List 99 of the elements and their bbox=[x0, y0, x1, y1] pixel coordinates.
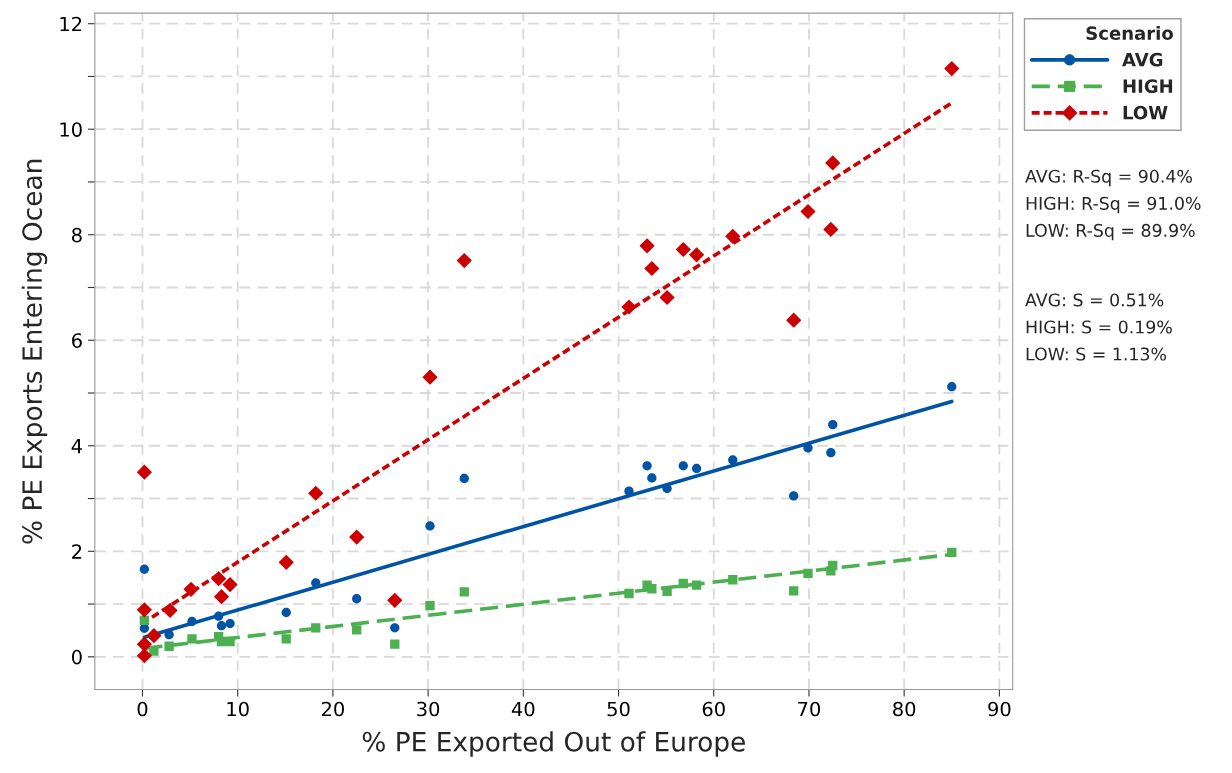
x-tick-label: 60 bbox=[702, 701, 725, 717]
text: AVG: S = 0.51% bbox=[1025, 293, 1164, 307]
point bbox=[390, 623, 400, 633]
point bbox=[642, 461, 652, 471]
legend-title: Scenario bbox=[1086, 26, 1173, 40]
point bbox=[803, 568, 813, 579]
point bbox=[136, 636, 152, 652]
point bbox=[691, 580, 702, 590]
x-tick-label: 30 bbox=[417, 701, 440, 717]
point bbox=[947, 547, 957, 557]
point bbox=[308, 485, 324, 501]
point bbox=[675, 241, 691, 258]
point bbox=[213, 611, 224, 621]
x-tick-label: 70 bbox=[798, 701, 821, 717]
text: LOW: R-Sq = 89.9% bbox=[1026, 223, 1195, 241]
point bbox=[278, 554, 294, 570]
legend-label: HIGH bbox=[1123, 79, 1173, 93]
y-tick-label: 12 bbox=[60, 16, 82, 32]
point bbox=[281, 634, 291, 644]
point bbox=[139, 564, 150, 574]
point bbox=[349, 529, 365, 545]
point bbox=[725, 228, 741, 244]
x-tick-label: 50 bbox=[607, 701, 630, 717]
x-tick-label: 10 bbox=[227, 701, 249, 717]
point bbox=[728, 455, 738, 465]
point bbox=[789, 586, 799, 596]
point bbox=[164, 641, 174, 651]
y-tick-label: 8 bbox=[72, 227, 82, 243]
point bbox=[825, 155, 841, 171]
point bbox=[225, 636, 235, 647]
point bbox=[456, 252, 472, 269]
point bbox=[352, 625, 362, 635]
x-tick-label: 90 bbox=[988, 701, 1011, 717]
point bbox=[803, 443, 813, 453]
point bbox=[187, 634, 197, 644]
point bbox=[624, 486, 634, 496]
point bbox=[691, 463, 702, 474]
point bbox=[425, 521, 435, 531]
x-tick-label: 0 bbox=[137, 701, 148, 717]
text: AVG: R-Sq = 90.4% bbox=[1025, 169, 1192, 187]
point bbox=[311, 623, 321, 633]
point bbox=[136, 602, 152, 618]
point bbox=[639, 238, 655, 254]
point bbox=[828, 560, 838, 571]
point bbox=[944, 60, 960, 77]
text: HIGH: R-Sq = 91.0% bbox=[1026, 196, 1201, 214]
point bbox=[786, 312, 802, 328]
x-axis-title: % PE Exported Out of Europe bbox=[362, 731, 745, 757]
point bbox=[216, 621, 227, 631]
point bbox=[459, 473, 469, 484]
point bbox=[688, 247, 705, 263]
point bbox=[222, 576, 238, 593]
point bbox=[659, 289, 675, 306]
point bbox=[728, 575, 738, 585]
point bbox=[311, 578, 321, 588]
point bbox=[828, 420, 838, 430]
point bbox=[281, 607, 291, 618]
point bbox=[662, 586, 672, 597]
point bbox=[800, 203, 816, 220]
x-tick-label: 40 bbox=[511, 701, 535, 717]
point bbox=[826, 447, 836, 458]
point bbox=[187, 616, 197, 627]
point bbox=[621, 299, 637, 315]
point bbox=[823, 221, 839, 238]
x-tick-label: 20 bbox=[321, 701, 344, 717]
point bbox=[352, 594, 362, 604]
y-axis-title: % PE Exports Entering Ocean bbox=[21, 159, 48, 544]
point bbox=[213, 589, 230, 605]
point bbox=[624, 588, 634, 599]
point bbox=[183, 581, 199, 597]
point bbox=[647, 584, 657, 594]
y-tick-label: 10 bbox=[60, 122, 82, 137]
point bbox=[146, 628, 162, 644]
point bbox=[139, 615, 150, 626]
point bbox=[422, 369, 438, 385]
legend-label: LOW bbox=[1123, 105, 1168, 120]
text: LOW: S = 1.13% bbox=[1026, 347, 1167, 361]
point bbox=[425, 600, 435, 611]
point bbox=[459, 587, 469, 597]
point bbox=[225, 618, 235, 629]
point bbox=[387, 592, 403, 608]
y-tick-label: 2 bbox=[72, 544, 82, 559]
point bbox=[136, 464, 152, 480]
legend-label: AVG bbox=[1122, 52, 1163, 67]
y-tick-label: 4 bbox=[71, 438, 82, 454]
point bbox=[211, 571, 227, 587]
y-tick-label: 0 bbox=[71, 649, 82, 665]
point bbox=[162, 602, 178, 618]
point bbox=[947, 382, 957, 392]
point bbox=[647, 473, 657, 483]
point bbox=[678, 461, 688, 471]
point bbox=[678, 578, 688, 589]
point bbox=[644, 260, 660, 277]
point bbox=[136, 648, 152, 664]
text: HIGH: S = 0.19% bbox=[1026, 320, 1172, 334]
point bbox=[390, 639, 400, 649]
point bbox=[789, 491, 799, 501]
x-tick-label: 80 bbox=[893, 701, 916, 717]
y-tick-label: 6 bbox=[72, 333, 82, 348]
